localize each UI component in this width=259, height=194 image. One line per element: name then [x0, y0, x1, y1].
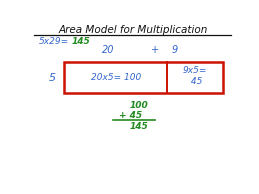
- Bar: [64, 62, 223, 94]
- Text: 100: 100: [130, 101, 148, 110]
- Text: 145: 145: [71, 37, 90, 46]
- Text: 5: 5: [49, 73, 56, 83]
- Text: 5x29=: 5x29=: [38, 37, 69, 46]
- Text: 9x5=
 45: 9x5= 45: [183, 66, 207, 86]
- Text: 145: 145: [130, 122, 148, 131]
- Text: Area Model for Multiplication: Area Model for Multiplication: [58, 25, 207, 35]
- Text: 20x5= 100: 20x5= 100: [91, 73, 141, 82]
- Text: +: +: [151, 45, 159, 55]
- Text: 9: 9: [172, 45, 178, 55]
- Text: + 45: + 45: [119, 111, 142, 120]
- Text: 20: 20: [102, 45, 115, 55]
